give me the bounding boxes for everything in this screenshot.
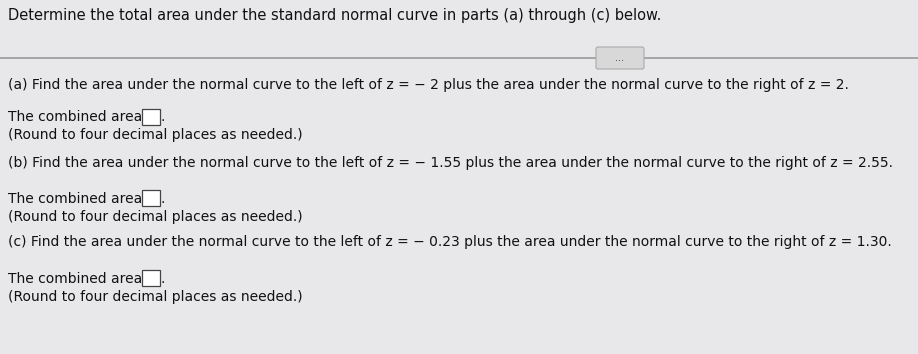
FancyBboxPatch shape [142,109,160,125]
FancyBboxPatch shape [142,270,160,286]
Text: The combined area is: The combined area is [8,110,158,124]
Text: (a) Find the area under the normal curve to the left of z = − 2 plus the area un: (a) Find the area under the normal curve… [8,78,849,92]
Text: The combined area is: The combined area is [8,192,158,206]
Text: The combined area is: The combined area is [8,272,158,286]
Text: (Round to four decimal places as needed.): (Round to four decimal places as needed.… [8,210,303,224]
Text: (Round to four decimal places as needed.): (Round to four decimal places as needed.… [8,290,303,304]
Text: Determine the total area under the standard normal curve in parts (a) through (c: Determine the total area under the stand… [8,8,661,23]
Text: (Round to four decimal places as needed.): (Round to four decimal places as needed.… [8,128,303,142]
FancyBboxPatch shape [142,190,160,206]
Text: (c) Find the area under the normal curve to the left of z = − 0.23 plus the area: (c) Find the area under the normal curve… [8,235,891,249]
FancyBboxPatch shape [596,47,644,69]
Text: ...: ... [615,53,624,63]
Text: .: . [161,110,165,124]
Text: (b) Find the area under the normal curve to the left of z = − 1.55 plus the area: (b) Find the area under the normal curve… [8,156,893,170]
Text: .: . [161,192,165,206]
Text: .: . [161,272,165,286]
